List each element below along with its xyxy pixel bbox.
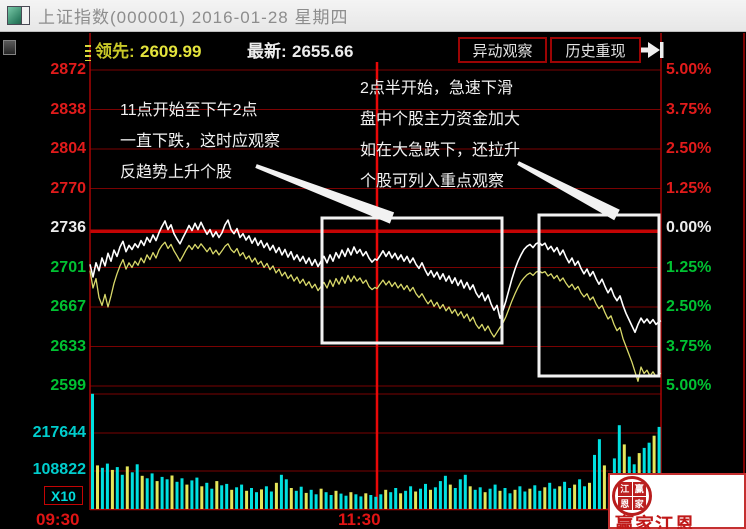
scroll-marker-icon [85, 45, 91, 61]
price-axis-label: 2667 [50, 298, 86, 315]
brand-name: 赢家江恩 [615, 515, 696, 529]
price-axis-label: 2872 [50, 61, 86, 78]
seal-char: 赢 [632, 482, 646, 496]
avg-line-yellow [89, 241, 662, 382]
pct-axis-label: 5.00% [666, 61, 712, 78]
volume-axis-label: 108822 [32, 461, 86, 478]
annotation-right-line: 盘中个股主力资金加大 [360, 111, 521, 128]
leading-label: 领先: [95, 42, 135, 61]
volume-multiplier-badge[interactable]: X10 [44, 486, 83, 505]
highlight-box [320, 216, 504, 345]
leading-value: 2609.99 [140, 42, 202, 61]
pct-axis-label: 1.25% [666, 258, 712, 276]
corner-window-icon [3, 40, 16, 55]
annotation-arrow [255, 164, 395, 224]
price-axis-label: 2633 [50, 337, 86, 355]
annotation-right-line: 如在大急跌下，还拉升 [360, 142, 521, 159]
price-axis-label: 2736 [50, 219, 86, 236]
annotation-right: 2点半开始，急速下滑 盘中个股主力资金加大 如在大急跌下，还拉升 个股可列入重点观察 [360, 73, 520, 197]
price-axis-label: 2770 [50, 179, 86, 197]
annotation-right-line: 个股可列入重点观察 [360, 173, 505, 190]
zero-line [90, 229, 661, 233]
app-icon [7, 6, 30, 25]
unusual-movement-button[interactable]: 异动观察 [458, 37, 547, 63]
annotation-left-line: 反趋势上升个股 [120, 164, 233, 181]
pct-axis-label: 3.75% [666, 100, 712, 118]
volume-axis-label: 217644 [32, 424, 86, 441]
price-line-white [89, 219, 662, 334]
annotation-arrow [517, 161, 620, 221]
time-label-1130: 11:30 [338, 510, 381, 529]
latest-value: 2655.66 [292, 42, 354, 61]
title-bar[interactable]: 上证指数(000001) 2016-01-28 星期四 [0, 0, 746, 32]
time-label-0930: 09:30 [36, 510, 80, 529]
seal-char: 家 [632, 496, 646, 510]
pct-axis-label: 1.25% [666, 179, 712, 197]
pct-axis-label: 2.50% [666, 298, 712, 315]
latest-label: 最新: [247, 42, 287, 61]
price-axis-label: 2838 [50, 100, 86, 118]
pct-axis-label: 2.50% [666, 140, 712, 157]
pct-axis-label: 0.00% [666, 219, 712, 236]
seal-char: 恩 [618, 496, 632, 510]
highlight-box [537, 213, 661, 378]
annotation-left-line: 11点开始至下午2点 [120, 102, 258, 119]
seal-icon: 江赢恩家 [612, 476, 652, 516]
price-axis-label: 2701 [50, 258, 86, 276]
skip-to-end-icon[interactable] [640, 40, 664, 60]
seal-char: 江 [618, 482, 632, 496]
price-axis-label: 2599 [50, 377, 86, 394]
price-axis-label: 2804 [50, 140, 86, 157]
volume-bars [91, 393, 661, 509]
pct-axis-label: 3.75% [666, 337, 712, 355]
annotation-left-line: 一直下跌，这时应观察 [120, 133, 281, 150]
pct-axis-label: 5.00% [666, 377, 712, 394]
window-title: 上证指数(000001) 2016-01-28 星期四 [38, 8, 349, 27]
history-replay-button[interactable]: 历史重现 [550, 37, 641, 63]
annotation-right-line: 2点半开始，急速下滑 [360, 80, 513, 97]
annotation-left: 11点开始至下午2点一直下跌，这时应观察 反趋势上升个股 [120, 95, 280, 188]
